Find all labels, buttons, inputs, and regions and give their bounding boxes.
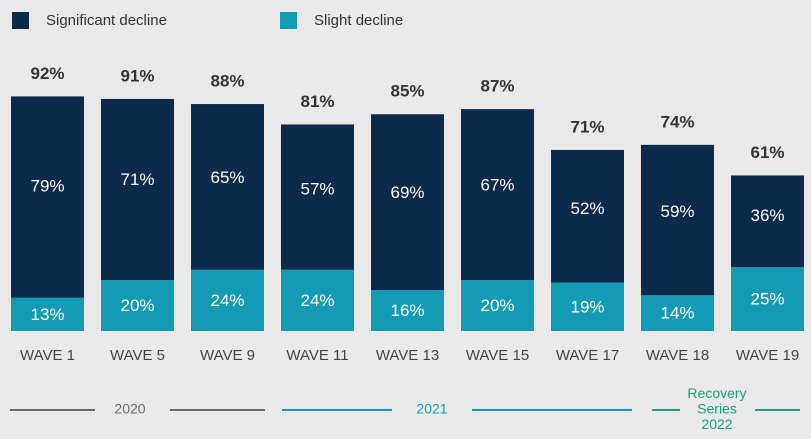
legend-label: Significant decline — [46, 12, 167, 29]
x-tick-label: WAVE 19 — [736, 347, 799, 364]
total-label: 87% — [480, 77, 514, 96]
value-label: 25% — [750, 290, 784, 309]
legend-swatch — [12, 12, 29, 29]
bar-segment — [731, 267, 804, 331]
total-label: 91% — [120, 66, 154, 85]
value-label: 20% — [120, 296, 154, 315]
bar-segment — [11, 297, 84, 331]
bar-segment — [551, 282, 624, 331]
bar-segment — [371, 114, 444, 291]
total-label: 74% — [660, 112, 694, 131]
value-label: 20% — [480, 296, 514, 315]
value-label: 65% — [210, 168, 244, 187]
x-tick-label: WAVE 9 — [200, 347, 255, 364]
period-label: Series — [697, 401, 737, 417]
x-tick-label: WAVE 18 — [646, 347, 709, 364]
total-label: 88% — [210, 72, 244, 91]
bar-segment — [641, 295, 714, 331]
value-label: 71% — [120, 170, 154, 189]
value-label: 14% — [660, 304, 694, 323]
bar-segment — [281, 269, 354, 331]
total-label: 92% — [30, 64, 64, 83]
value-label: 69% — [390, 183, 424, 202]
legend-swatch — [280, 12, 297, 29]
period-label: 2022 — [701, 416, 732, 432]
bar-segment — [641, 144, 714, 296]
legend-label: Slight decline — [314, 12, 403, 29]
x-tick-label: WAVE 15 — [466, 347, 529, 364]
period-label: 2021 — [416, 401, 447, 417]
value-label: 52% — [570, 199, 604, 218]
bar-segment — [191, 104, 264, 270]
value-label: 36% — [750, 206, 784, 225]
bar-segment — [101, 98, 174, 280]
x-tick-label: WAVE 1 — [20, 347, 75, 364]
value-label: 16% — [390, 301, 424, 320]
total-label: 61% — [750, 143, 784, 162]
value-label: 59% — [660, 202, 694, 221]
value-label: 24% — [210, 291, 244, 310]
bar-segment — [461, 280, 534, 331]
x-tick-label: WAVE 11 — [286, 347, 348, 364]
total-label: 81% — [300, 92, 334, 111]
bar-segment — [101, 280, 174, 331]
period-label: 2020 — [114, 401, 145, 417]
bar-segment — [731, 175, 804, 268]
x-tick-label: WAVE 17 — [556, 347, 619, 364]
bar-segment — [281, 124, 354, 270]
value-label: 79% — [30, 177, 64, 196]
bar-segment — [461, 109, 534, 281]
bar-segment — [371, 290, 444, 331]
value-label: 57% — [300, 179, 334, 198]
value-label: 24% — [300, 291, 334, 310]
x-tick-label: WAVE 5 — [110, 347, 165, 364]
bar-segment — [191, 269, 264, 331]
total-label: 85% — [390, 82, 424, 101]
period-label: Recovery — [687, 385, 746, 401]
bar-segment — [11, 96, 84, 298]
x-tick-label: WAVE 13 — [376, 347, 439, 364]
value-label: 19% — [570, 297, 604, 316]
bar-segment — [551, 149, 624, 283]
value-label: 67% — [480, 176, 514, 195]
total-label: 71% — [570, 117, 604, 136]
value-label: 13% — [30, 305, 64, 324]
